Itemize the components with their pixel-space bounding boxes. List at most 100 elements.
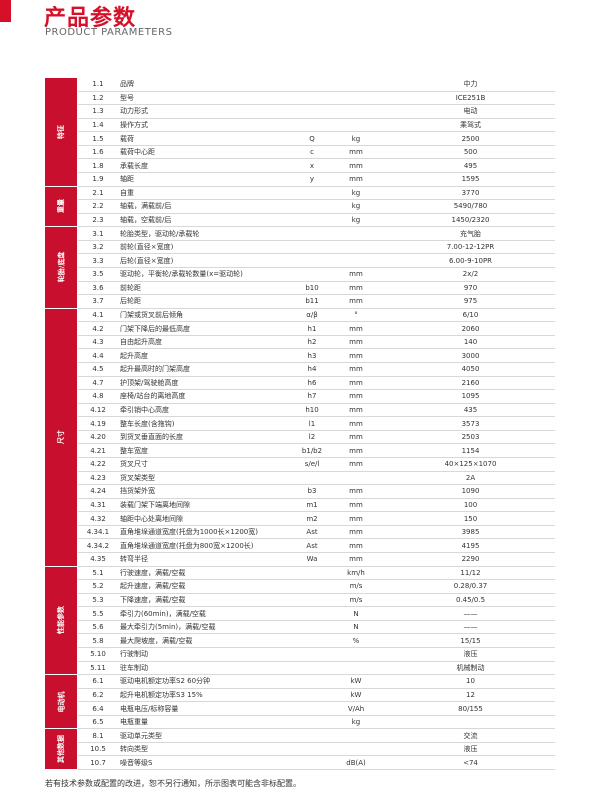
param-symbol: l2 [308, 433, 316, 442]
param-symbol: h4 [307, 365, 317, 374]
param-unit: mm [349, 297, 363, 306]
param-name: 后轮(直径×宽度) [120, 256, 174, 265]
param-name: 驱动电机额定功率S2 60分钟 [120, 677, 211, 686]
param-symbol: Ast [306, 528, 318, 537]
param-unit: ° [354, 310, 358, 319]
table-row: 8.1 驱动单元类型 交流 [78, 729, 555, 743]
param-value: 3985 [461, 528, 480, 537]
table-row: 4.31 装载门架下端离地间隙 m1 mm 100 [78, 499, 555, 513]
param-value: 4050 [461, 365, 480, 374]
section-label: 轮胎/底盘 [45, 227, 77, 309]
param-symbol: b10 [305, 283, 319, 292]
param-name: 自由起升高度 [120, 338, 162, 347]
param-value: 5490/780 [453, 202, 488, 211]
param-symbol: b1/b2 [301, 446, 323, 455]
row-number: 3.2 [92, 243, 104, 252]
section-label-text: 重量 [57, 199, 65, 214]
param-value: ICE251B [455, 93, 486, 102]
param-symbol: h6 [307, 378, 317, 387]
param-symbol: Ast [306, 541, 318, 550]
param-unit: % [352, 636, 360, 645]
row-number: 4.22 [90, 460, 106, 469]
table-row: 4.35 转弯半径 Wa mm 2290 [78, 553, 555, 567]
param-unit: kg [351, 215, 361, 224]
param-name: 门架下降后的最低高度 [120, 324, 190, 333]
table-row: 3.5 驱动轮，平衡轮/承载轮数量(x=驱动轮) mm 2x/2 [78, 268, 555, 282]
table-row: 3.3 后轮(直径×宽度) 6.00-9-10PR [78, 254, 555, 268]
row-number: 6.2 [92, 690, 104, 699]
param-name: 转弯半径 [120, 555, 148, 564]
param-value: —— [463, 623, 478, 632]
param-name: 轴距 [120, 175, 134, 184]
param-name: 行驶制动 [120, 650, 148, 659]
table-row: 4.19 整车长度(含拖钩) l1 mm 3573 [78, 417, 555, 431]
footnote: 若有技术参数或配置的改进，恕不另行通知，所示图表可能含非标配置。 [45, 779, 301, 788]
table-row: 4.21 整车宽度 b1/b2 mm 1154 [78, 444, 555, 458]
param-symbol: m1 [306, 500, 318, 509]
param-name: 挡货架外宽 [120, 487, 155, 496]
table-row: 4.3 自由起升高度 h2 mm 140 [78, 336, 555, 350]
param-name: 货叉架类型 [120, 473, 155, 482]
param-unit: kW [350, 690, 362, 699]
param-value: 7.00-12-12PR [446, 243, 495, 252]
section-label: 重量 [45, 186, 77, 228]
row-number: 4.3 [92, 338, 104, 347]
table-row: 5.10 行驶制动 液压 [78, 648, 555, 662]
param-value: 15/15 [460, 636, 481, 645]
table-row: 4.23 货叉架类型 2A [78, 472, 555, 486]
param-name: 起升电机额定功率S3 15% [120, 690, 203, 699]
param-unit: mm [349, 405, 363, 414]
param-symbol: b11 [305, 297, 319, 306]
table-row: 1.1 品牌 中力 [78, 78, 555, 92]
table-row: 4.1 门架或货叉前后倾角 α/β ° 6/10 [78, 309, 555, 323]
section-label: 尺寸 [45, 308, 77, 567]
section-label-text: 特征 [57, 124, 65, 139]
row-number: 5.3 [92, 595, 104, 604]
param-value: 交流 [463, 731, 478, 740]
table-row: 3.6 前轮距 b10 mm 970 [78, 282, 555, 296]
param-unit: dB(A) [346, 758, 366, 767]
param-value: 100 [463, 500, 478, 509]
row-number: 4.5 [92, 365, 104, 374]
param-name: 起升最高时的门架高度 [120, 365, 190, 374]
param-unit: mm [349, 148, 363, 157]
param-symbol: h3 [307, 351, 317, 360]
row-number: 10.7 [90, 758, 106, 767]
section-label-text: 性能参数 [57, 606, 65, 635]
row-number: 4.34.1 [86, 528, 110, 537]
param-symbol: c [310, 148, 314, 157]
table-row: 4.34.2 直角堆垛通道宽度(托盘为800宽×1200长) Ast mm 4195 [78, 539, 555, 553]
row-number: 4.4 [92, 351, 104, 360]
accent-block [0, 0, 11, 22]
param-symbol: s/e/l [304, 460, 320, 469]
row-number: 4.2 [92, 324, 104, 333]
title: 产品参数 [44, 6, 137, 31]
param-value: 液压 [463, 745, 478, 754]
row-number: 10.5 [90, 745, 106, 754]
param-value: 1090 [461, 487, 480, 496]
table-row: 1.8 承载长度 x mm 495 [78, 159, 555, 173]
param-symbol: h1 [307, 324, 317, 333]
section-label-text: 尺寸 [57, 430, 65, 445]
param-unit: mm [349, 175, 363, 184]
table-row: 10.7 噪音等级S dB(A) <74 [78, 757, 555, 771]
row-number: 1.2 [92, 93, 104, 102]
param-value: 0.28/0.37 [453, 582, 488, 591]
param-name: 轴载，满载前/后 [120, 202, 172, 211]
row-number: 2.3 [92, 215, 104, 224]
param-name: 载荷中心距 [120, 148, 155, 157]
table-row: 4.12 牵引销中心高度 h10 mm 435 [78, 404, 555, 418]
param-unit: kg [351, 188, 361, 197]
param-name: 牵引销中心高度 [120, 405, 169, 414]
param-value: 2A [465, 473, 476, 482]
param-value: 4195 [461, 541, 480, 550]
row-number: 4.8 [92, 392, 104, 401]
param-value: 0.45/0.5 [455, 595, 486, 604]
param-name: 座椅/站台的离地高度 [120, 392, 186, 401]
param-value: —— [463, 609, 478, 618]
row-number: 6.4 [92, 704, 104, 713]
table-row: 5.5 牵引力(60min)，满载/空载 N —— [78, 607, 555, 621]
param-symbol: b3 [307, 487, 317, 496]
section-label: 电动机 [45, 675, 77, 730]
param-name: 驱动轮，平衡轮/承载轮数量(x=驱动轮) [120, 270, 243, 279]
